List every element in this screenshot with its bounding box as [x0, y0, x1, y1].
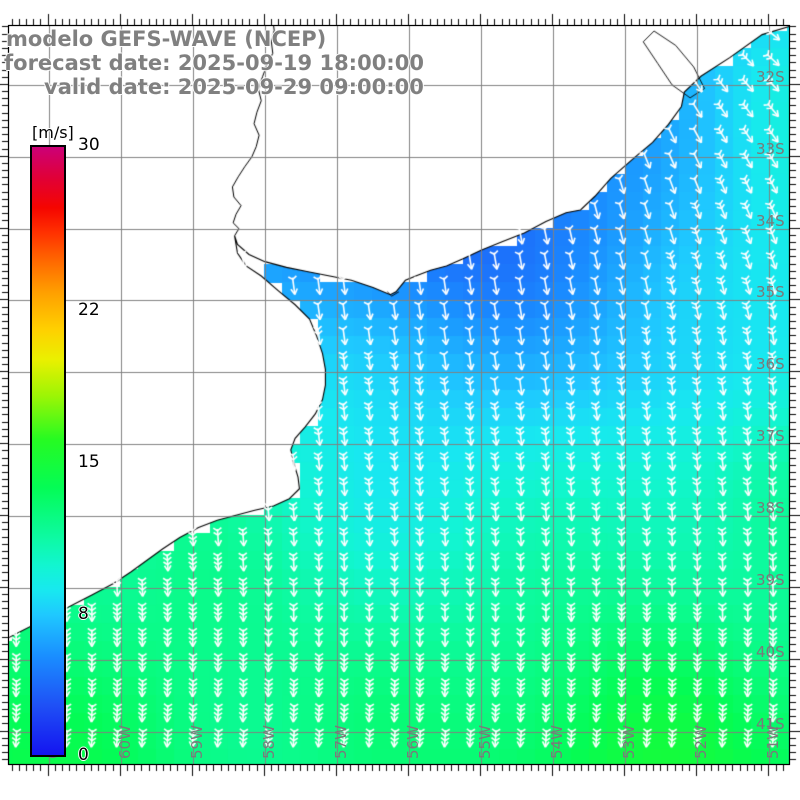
- colorbar-tick-30: 30: [78, 135, 100, 155]
- colorbar-legend: [m/s] 30 22 15 8 0: [30, 123, 100, 765]
- map-plot-frame[interactable]: [8, 25, 790, 765]
- colorbar-tick-0: 0: [78, 745, 89, 765]
- wind-direction-arrows: [9, 26, 789, 764]
- colorbar-tick-15: 15: [78, 452, 100, 472]
- colorbar-gradient: [30, 145, 66, 757]
- colorbar-tick-8: 8: [78, 604, 89, 624]
- colorbar-tick-22: 22: [78, 300, 100, 320]
- colorbar-unit-label: [m/s]: [32, 123, 74, 142]
